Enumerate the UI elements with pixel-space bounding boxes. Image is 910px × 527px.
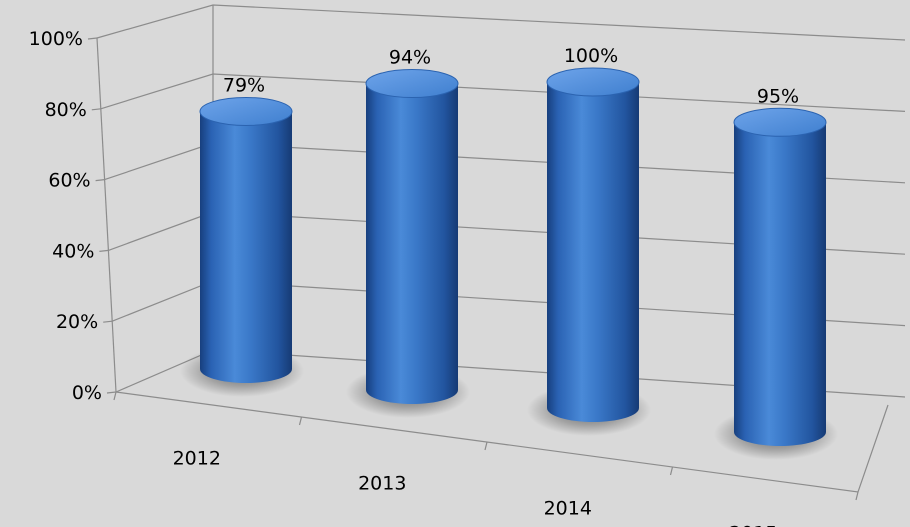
bar-body	[366, 83, 458, 404]
bar-top	[546, 67, 640, 97]
y-tick-mark	[106, 391, 117, 394]
bar-top	[365, 69, 459, 99]
data-labels: 79% 94% 100% 95%	[223, 45, 799, 107]
bar-2015	[714, 107, 838, 460]
x-tick-mark	[484, 441, 488, 451]
y-tick-label: 20%	[56, 311, 98, 333]
data-label: 94%	[389, 47, 431, 69]
bar-top	[733, 107, 827, 137]
bar-body	[200, 111, 292, 384]
y-axis-ticks: 0% 20% 40% 60% 80% 100%	[29, 28, 102, 404]
y-tick-mark	[99, 249, 109, 252]
bar-top	[199, 96, 293, 126]
y-tick-mark	[95, 179, 105, 182]
bar-body	[734, 122, 826, 447]
gridline	[96, 4, 906, 41]
x-tick-mark	[298, 416, 303, 426]
y-tick-label: 0%	[72, 382, 102, 404]
y-axis-line	[96, 37, 117, 393]
category-label: 2014	[544, 498, 592, 520]
y-tick-mark	[87, 37, 98, 40]
data-label: 95%	[757, 85, 799, 107]
y-tick-mark	[91, 108, 101, 111]
x-tick-mark	[113, 391, 117, 401]
y-tick-mark	[103, 320, 113, 323]
y-tick-label: 100%	[29, 28, 83, 50]
y-tick-label: 80%	[45, 99, 87, 121]
x-axis-categories: 2012 2013 2014 2015	[173, 448, 778, 527]
data-label: 100%	[564, 45, 618, 67]
bars	[180, 67, 838, 460]
data-label: 79%	[223, 74, 265, 96]
bar-2012	[180, 96, 304, 397]
bar-2013	[346, 69, 470, 418]
category-label: 2012	[173, 448, 221, 470]
bar-body	[547, 82, 639, 422]
bar-2014	[527, 67, 651, 436]
y-tick-label: 60%	[48, 170, 90, 192]
category-label: 2015	[729, 523, 777, 527]
x-tick-mark	[669, 466, 674, 476]
y-tick-label: 40%	[52, 240, 94, 262]
category-label: 2013	[358, 473, 406, 495]
x-tick-mark	[855, 491, 859, 501]
